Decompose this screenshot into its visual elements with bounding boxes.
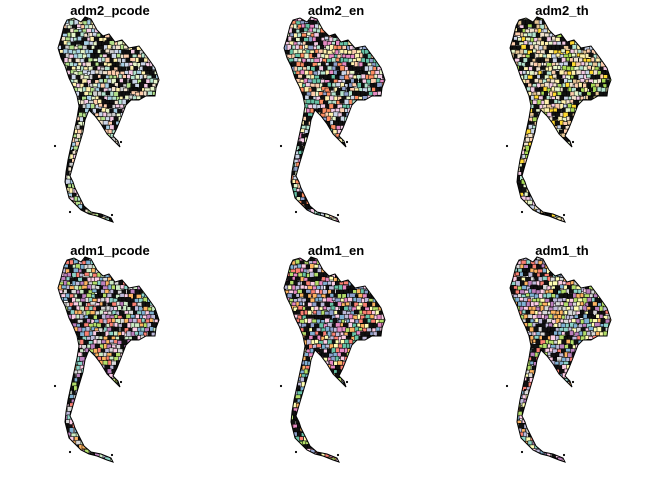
country-map (53, 256, 160, 463)
map-panel-adm1_pcode: adm1_pcode (53, 243, 160, 463)
country-map (505, 256, 612, 463)
panel-title: adm1_en (308, 243, 364, 258)
map-panel-adm2_en: adm2_en (279, 3, 386, 223)
country-map (505, 16, 612, 223)
map-panel-adm1_th: adm1_th (505, 243, 612, 463)
country-map (279, 256, 386, 463)
map-panel-adm2_pcode: adm2_pcode (53, 3, 160, 223)
panel-title: adm2_th (535, 3, 589, 18)
panel-title: adm2_pcode (70, 3, 149, 18)
map-panel-adm1_en: adm1_en (279, 243, 386, 463)
panel-title: adm1_pcode (70, 243, 149, 258)
country-map (279, 16, 386, 223)
panel-title: adm2_en (308, 3, 364, 18)
panel-title: adm1_th (535, 243, 589, 258)
map-panel-adm2_th: adm2_th (505, 3, 612, 223)
country-map (53, 16, 160, 223)
